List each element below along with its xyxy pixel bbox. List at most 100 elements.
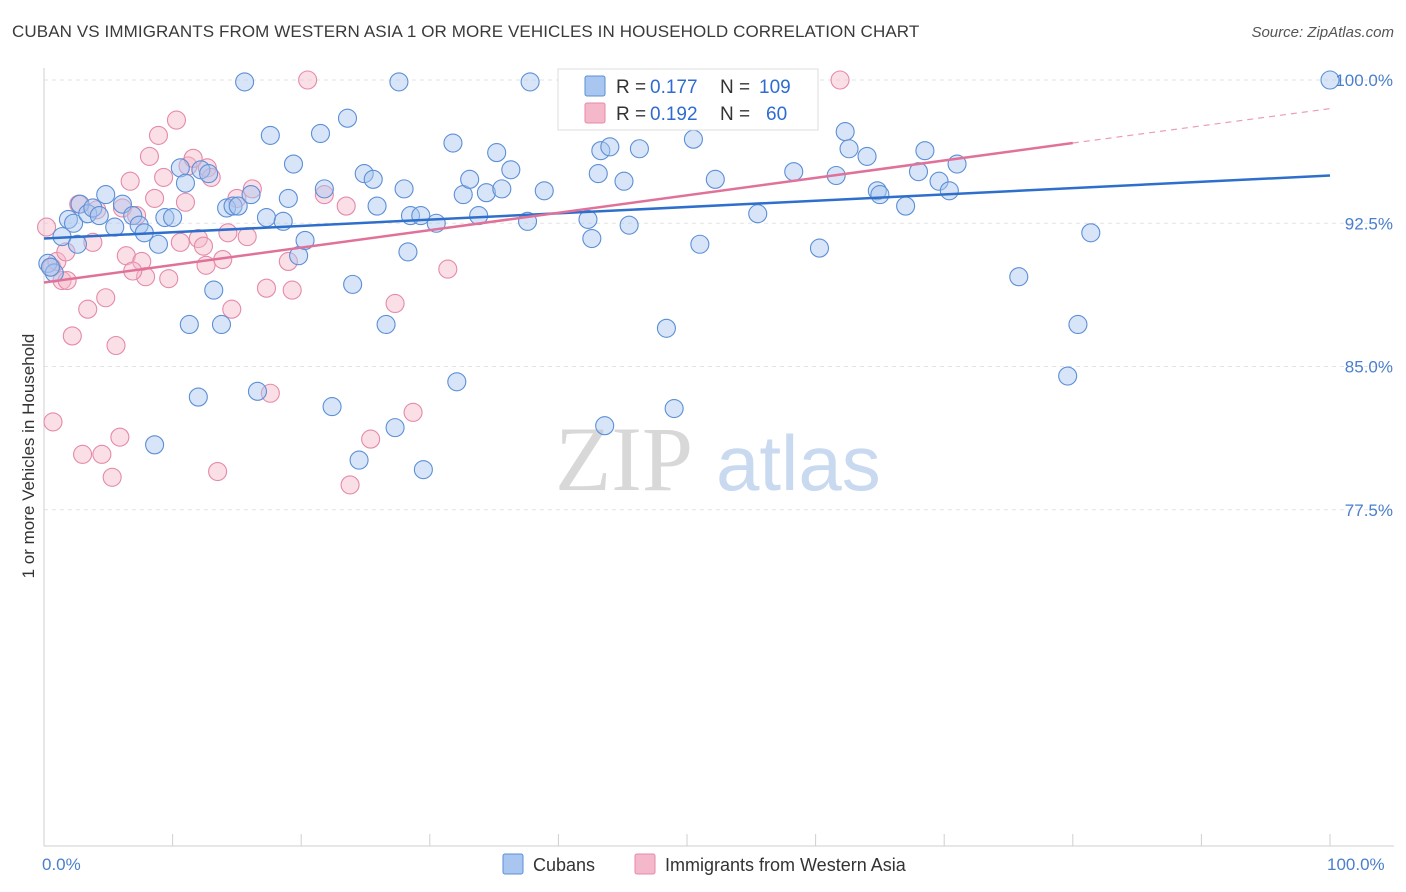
data-point-cubans (58, 209, 78, 229)
data-point-western-asia (78, 299, 98, 319)
data-point-western-asia (314, 185, 334, 205)
data-point-western-asia (43, 412, 63, 432)
legend-r-value-2: 0.192 (650, 104, 698, 125)
data-point-cubans (534, 181, 554, 201)
trend-line-western-asia-extension (1072, 108, 1331, 144)
data-point-cubans (619, 215, 639, 235)
data-point-western-asia (208, 461, 228, 482)
data-point-western-asia (336, 196, 356, 216)
data-point-cubans (501, 160, 521, 180)
data-point-cubans (398, 242, 418, 262)
data-point-cubans (179, 314, 199, 335)
data-point-cubans (260, 125, 280, 145)
data-point-western-asia (361, 429, 381, 449)
data-point-cubans (595, 416, 615, 436)
data-point-western-asia (83, 232, 103, 252)
watermark-atlas: atlas (716, 419, 881, 507)
data-point-cubans (354, 164, 374, 184)
data-point-western-asia (106, 335, 126, 356)
data-point-western-asia (159, 269, 179, 289)
data-point-cubans (748, 204, 768, 224)
legend-swatch-cubans (584, 75, 606, 97)
data-point-cubans (145, 435, 165, 455)
data-point-western-asia (37, 217, 57, 237)
data-point-western-asia (73, 444, 93, 464)
data-point-cubans (376, 314, 396, 335)
legend-r-label-2: R = (616, 104, 646, 125)
data-point-cubans (487, 143, 507, 163)
data-point-cubans (784, 162, 804, 182)
data-point-cubans (367, 196, 387, 216)
data-point-western-asia (110, 427, 130, 447)
data-point-cubans (588, 164, 608, 184)
data-point-western-asia (193, 236, 214, 256)
data-point-cubans (1320, 70, 1340, 90)
data-point-cubans (96, 185, 116, 205)
data-point-cubans (939, 181, 959, 201)
legend-r-label-1: R = (616, 77, 646, 98)
data-point-cubans (83, 198, 103, 218)
bottom-legend-label-cubans: Cubans (533, 855, 595, 875)
data-point-cubans (629, 139, 649, 159)
x-tick-label-max: 100.0% (1327, 855, 1385, 874)
data-point-western-asia (218, 223, 238, 243)
data-point-western-asia (154, 167, 174, 187)
data-point-western-asia (197, 158, 217, 178)
data-point-cubans (683, 129, 703, 149)
data-point-cubans (908, 162, 929, 182)
data-point-cubans (664, 398, 684, 419)
data-point-cubans (705, 169, 725, 189)
data-point-cubans (656, 318, 676, 338)
data-point-cubans (64, 213, 84, 233)
legend-n-label-1: N = (720, 77, 750, 98)
y-tick-label: 92.5% (1345, 214, 1393, 233)
data-point-cubans (223, 196, 243, 216)
data-point-cubans (175, 173, 196, 193)
data-point-cubans (228, 196, 248, 216)
data-point-cubans (443, 133, 463, 153)
data-point-western-asia (92, 444, 112, 464)
watermark-zip: ZIP (555, 408, 693, 510)
data-point-cubans (614, 171, 634, 191)
legend-n-label-2: N = (720, 104, 750, 125)
data-point-western-asia (148, 125, 169, 145)
data-point-cubans (929, 171, 949, 191)
y-tick-labels: 100.0% 92.5% 85.0% 77.5% (1335, 71, 1393, 520)
data-point-western-asia (145, 188, 165, 208)
data-point-cubans (447, 372, 467, 392)
data-point-cubans (385, 418, 405, 438)
data-point-western-asia (183, 148, 203, 168)
data-point-cubans (363, 169, 383, 189)
data-point-western-asia (282, 280, 302, 300)
x-ticks (43, 834, 1331, 846)
data-point-cubans (105, 217, 125, 237)
data-point-cubans (199, 164, 219, 184)
data-point-cubans (247, 381, 268, 401)
data-point-cubans (241, 185, 261, 205)
data-point-cubans (235, 72, 255, 92)
data-point-cubans (148, 234, 169, 254)
data-point-cubans (600, 137, 620, 157)
data-point-western-asia (830, 70, 850, 90)
data-point-western-asia (278, 251, 298, 272)
data-point-western-asia (222, 299, 242, 319)
data-point-cubans (1058, 366, 1078, 386)
y-tick-label: 100.0% (1335, 71, 1393, 90)
y-axis-label: 1 or more Vehicles in Household (19, 334, 38, 579)
legend-n-value-1: 109 (759, 77, 791, 98)
data-point-western-asia (166, 110, 187, 130)
bottom-legend-label-western-asia: Immigrants from Western Asia (665, 855, 907, 875)
data-point-cubans (413, 460, 433, 480)
data-point-cubans (1081, 223, 1101, 243)
data-point-cubans (322, 397, 342, 417)
data-point-cubans (337, 108, 358, 128)
data-point-cubans (155, 207, 175, 228)
data-point-cubans (188, 387, 208, 407)
data-point-cubans (690, 234, 710, 254)
data-point-cubans (835, 122, 855, 142)
data-point-cubans (809, 238, 830, 258)
data-point-western-asia (120, 171, 140, 191)
bottom-legend-swatch-western-asia (634, 853, 656, 875)
y-tick-label: 85.0% (1345, 358, 1393, 377)
y-tick-label: 77.5% (1345, 501, 1393, 520)
